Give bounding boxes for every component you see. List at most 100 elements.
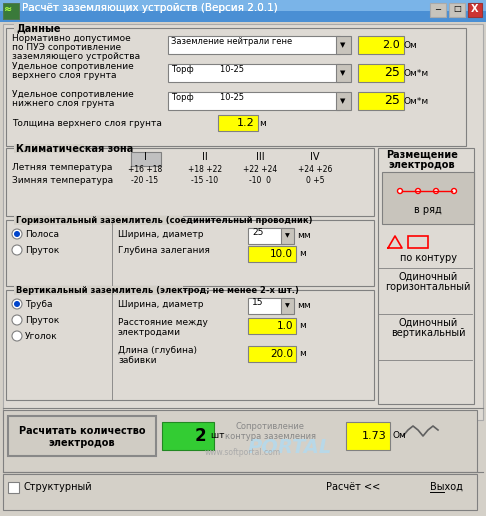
- Text: ≈: ≈: [4, 4, 12, 14]
- Circle shape: [12, 229, 22, 239]
- Bar: [248, 318, 296, 334]
- Text: Расчитать количество: Расчитать количество: [19, 426, 145, 436]
- Text: PORTAL: PORTAL: [248, 438, 332, 457]
- Text: -20 -15: -20 -15: [131, 176, 158, 185]
- Bar: [131, 152, 161, 166]
- Bar: [378, 148, 474, 404]
- Text: Уголок: Уголок: [25, 332, 58, 341]
- Bar: [14, 216, 183, 225]
- Text: 10.0: 10.0: [270, 249, 293, 259]
- Text: Торф          10-25: Торф 10-25: [171, 65, 244, 74]
- Text: -10  0: -10 0: [249, 176, 271, 185]
- Bar: [8, 482, 19, 493]
- Text: -15 -10: -15 -10: [191, 176, 219, 185]
- Text: Выход: Выход: [430, 482, 463, 492]
- Text: ▼: ▼: [285, 303, 289, 309]
- Bar: [3, 3, 19, 19]
- Text: по ПУЭ сопротивление: по ПУЭ сопротивление: [12, 43, 121, 52]
- Bar: [168, 36, 340, 54]
- Bar: [358, 64, 404, 82]
- Bar: [168, 64, 340, 82]
- Text: шт: шт: [208, 431, 225, 441]
- Text: забивки: забивки: [118, 356, 156, 365]
- Text: горизонтальный: горизонтальный: [385, 282, 470, 292]
- Text: Ом: Ом: [403, 40, 417, 50]
- Bar: [346, 422, 390, 450]
- Bar: [336, 64, 351, 82]
- Text: Климатическая зона: Климатическая зона: [16, 143, 133, 153]
- Circle shape: [12, 299, 22, 309]
- Bar: [336, 36, 351, 54]
- Text: +24 +26: +24 +26: [298, 165, 332, 174]
- Bar: [14, 144, 84, 153]
- Bar: [3, 474, 477, 510]
- Text: Труба: Труба: [25, 300, 52, 309]
- Text: Полоса: Полоса: [25, 230, 59, 239]
- Text: Расчёт <<: Расчёт <<: [326, 482, 380, 492]
- Text: Нормативно допустимое: Нормативно допустимое: [12, 34, 131, 43]
- Text: Данные: Данные: [16, 24, 60, 34]
- Text: контура заземления: контура заземления: [225, 432, 315, 441]
- Circle shape: [398, 188, 402, 194]
- Bar: [3, 24, 483, 420]
- Bar: [218, 115, 258, 131]
- Text: электродов: электродов: [389, 160, 455, 170]
- Text: Зимняя температура: Зимняя температура: [12, 176, 113, 185]
- Text: Одиночный: Одиночный: [399, 318, 458, 328]
- Bar: [248, 228, 284, 244]
- Text: Одиночный: Одиночный: [399, 272, 458, 282]
- Text: Структурный: Структурный: [23, 482, 92, 492]
- Text: Расстояние между: Расстояние между: [118, 318, 208, 327]
- Bar: [358, 36, 404, 54]
- Text: м: м: [299, 349, 306, 359]
- Text: Расчёт заземляющих устройств (Версия 2.0.1): Расчёт заземляющих устройств (Версия 2.0…: [22, 3, 278, 13]
- Bar: [281, 228, 294, 244]
- Bar: [0, 0, 486, 11]
- Text: III: III: [256, 152, 264, 162]
- Bar: [3, 3, 19, 19]
- Text: Пруток: Пруток: [25, 246, 59, 255]
- Text: 15: 15: [252, 298, 263, 307]
- Text: 2.0: 2.0: [382, 40, 400, 50]
- Bar: [382, 172, 474, 224]
- Text: Летняя температура: Летняя температура: [12, 163, 112, 172]
- Bar: [6, 290, 374, 400]
- Text: Сопротивление: Сопротивление: [236, 422, 305, 431]
- Text: Вертикальный заземлитель (электрод; не менее 2-х шт.): Вертикальный заземлитель (электрод; не м…: [16, 286, 299, 295]
- Text: ▼: ▼: [340, 42, 346, 48]
- Text: Толщина верхнего слоя грунта: Толщина верхнего слоя грунта: [12, 119, 162, 128]
- Text: Горизонтальный заземлитель (соединительный проводник): Горизонтальный заземлитель (соединительн…: [16, 216, 312, 225]
- Text: 0 +5: 0 +5: [306, 176, 324, 185]
- Text: электродами: электродами: [118, 328, 181, 337]
- Bar: [408, 236, 428, 248]
- Bar: [3, 410, 477, 472]
- Circle shape: [416, 188, 420, 194]
- Bar: [281, 298, 294, 314]
- Text: Расчёт заземляющих устройств (Версия 2.0.1): Расчёт заземляющих устройств (Версия 2.0…: [22, 3, 278, 13]
- Text: м: м: [299, 321, 306, 331]
- Text: 2: 2: [194, 427, 206, 445]
- Text: м: м: [259, 119, 266, 127]
- Text: Ом*м: Ом*м: [403, 69, 428, 77]
- Text: 25: 25: [384, 67, 400, 79]
- Text: ▼: ▼: [285, 234, 289, 238]
- Text: Заземление нейтрали гене: Заземление нейтрали гене: [171, 37, 292, 46]
- Text: заземляющего устройства: заземляющего устройства: [12, 52, 140, 61]
- Bar: [468, 3, 482, 17]
- Text: Ширина, диаметр: Ширина, диаметр: [118, 230, 204, 239]
- Text: Удельное сопротивление: Удельное сопротивление: [12, 90, 134, 99]
- Bar: [248, 246, 296, 262]
- Text: в ряд: в ряд: [414, 205, 442, 215]
- Circle shape: [451, 188, 456, 194]
- Text: 1.73: 1.73: [362, 431, 387, 441]
- Bar: [6, 28, 466, 146]
- Text: ▼: ▼: [340, 70, 346, 76]
- Circle shape: [12, 245, 22, 255]
- Bar: [0, 0, 486, 22]
- Circle shape: [434, 188, 438, 194]
- Bar: [14, 286, 183, 295]
- Text: +18 +22: +18 +22: [188, 165, 222, 174]
- Bar: [168, 92, 340, 110]
- Circle shape: [14, 231, 20, 237]
- Bar: [430, 3, 446, 17]
